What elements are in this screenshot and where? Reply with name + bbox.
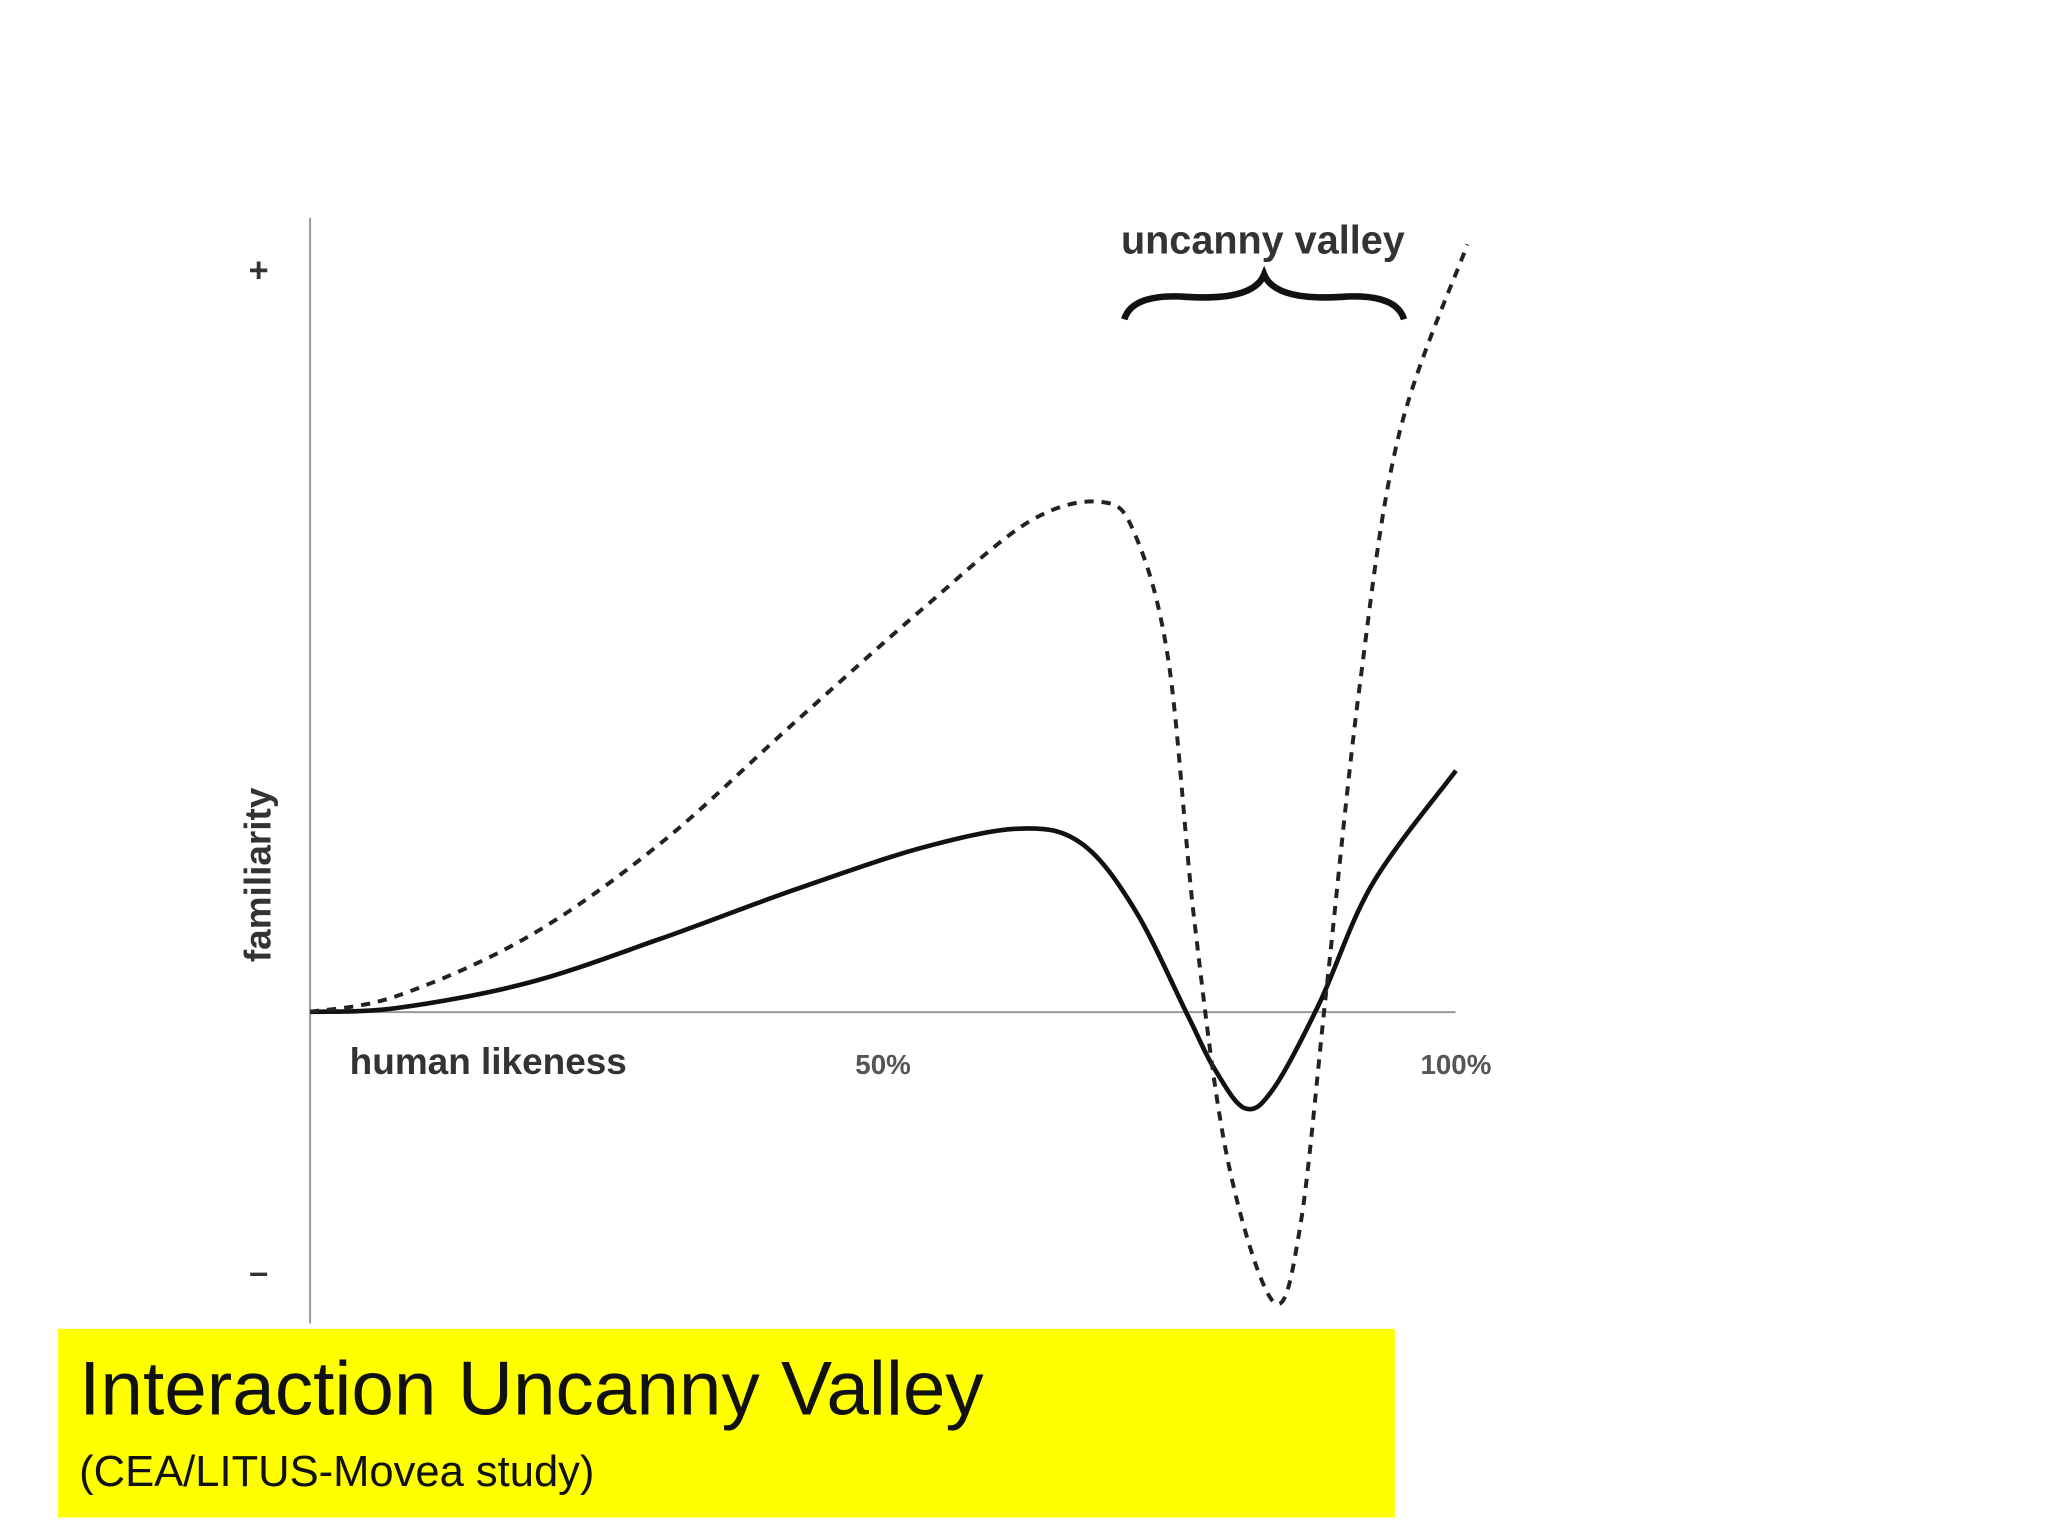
curve [309, 243, 1470, 1306]
caption-subtitle: (CEA/LITUS-Movea study) [79, 1448, 594, 1496]
x-axis-label: human likeness [350, 1041, 627, 1082]
caption-title: Interaction Uncanny Valley [79, 1347, 984, 1432]
y-tick-label: – [249, 1253, 268, 1291]
curve [310, 769, 1458, 1112]
x-tick-label: 50% [855, 1049, 910, 1080]
brace [1121, 265, 1408, 321]
x-tick-label: 100% [1420, 1049, 1491, 1080]
annotation: uncanny valley [1121, 218, 1405, 262]
y-axis-label: familiarity [238, 787, 279, 962]
y-tick-label: + [249, 252, 269, 290]
caption-box [58, 1328, 1395, 1518]
